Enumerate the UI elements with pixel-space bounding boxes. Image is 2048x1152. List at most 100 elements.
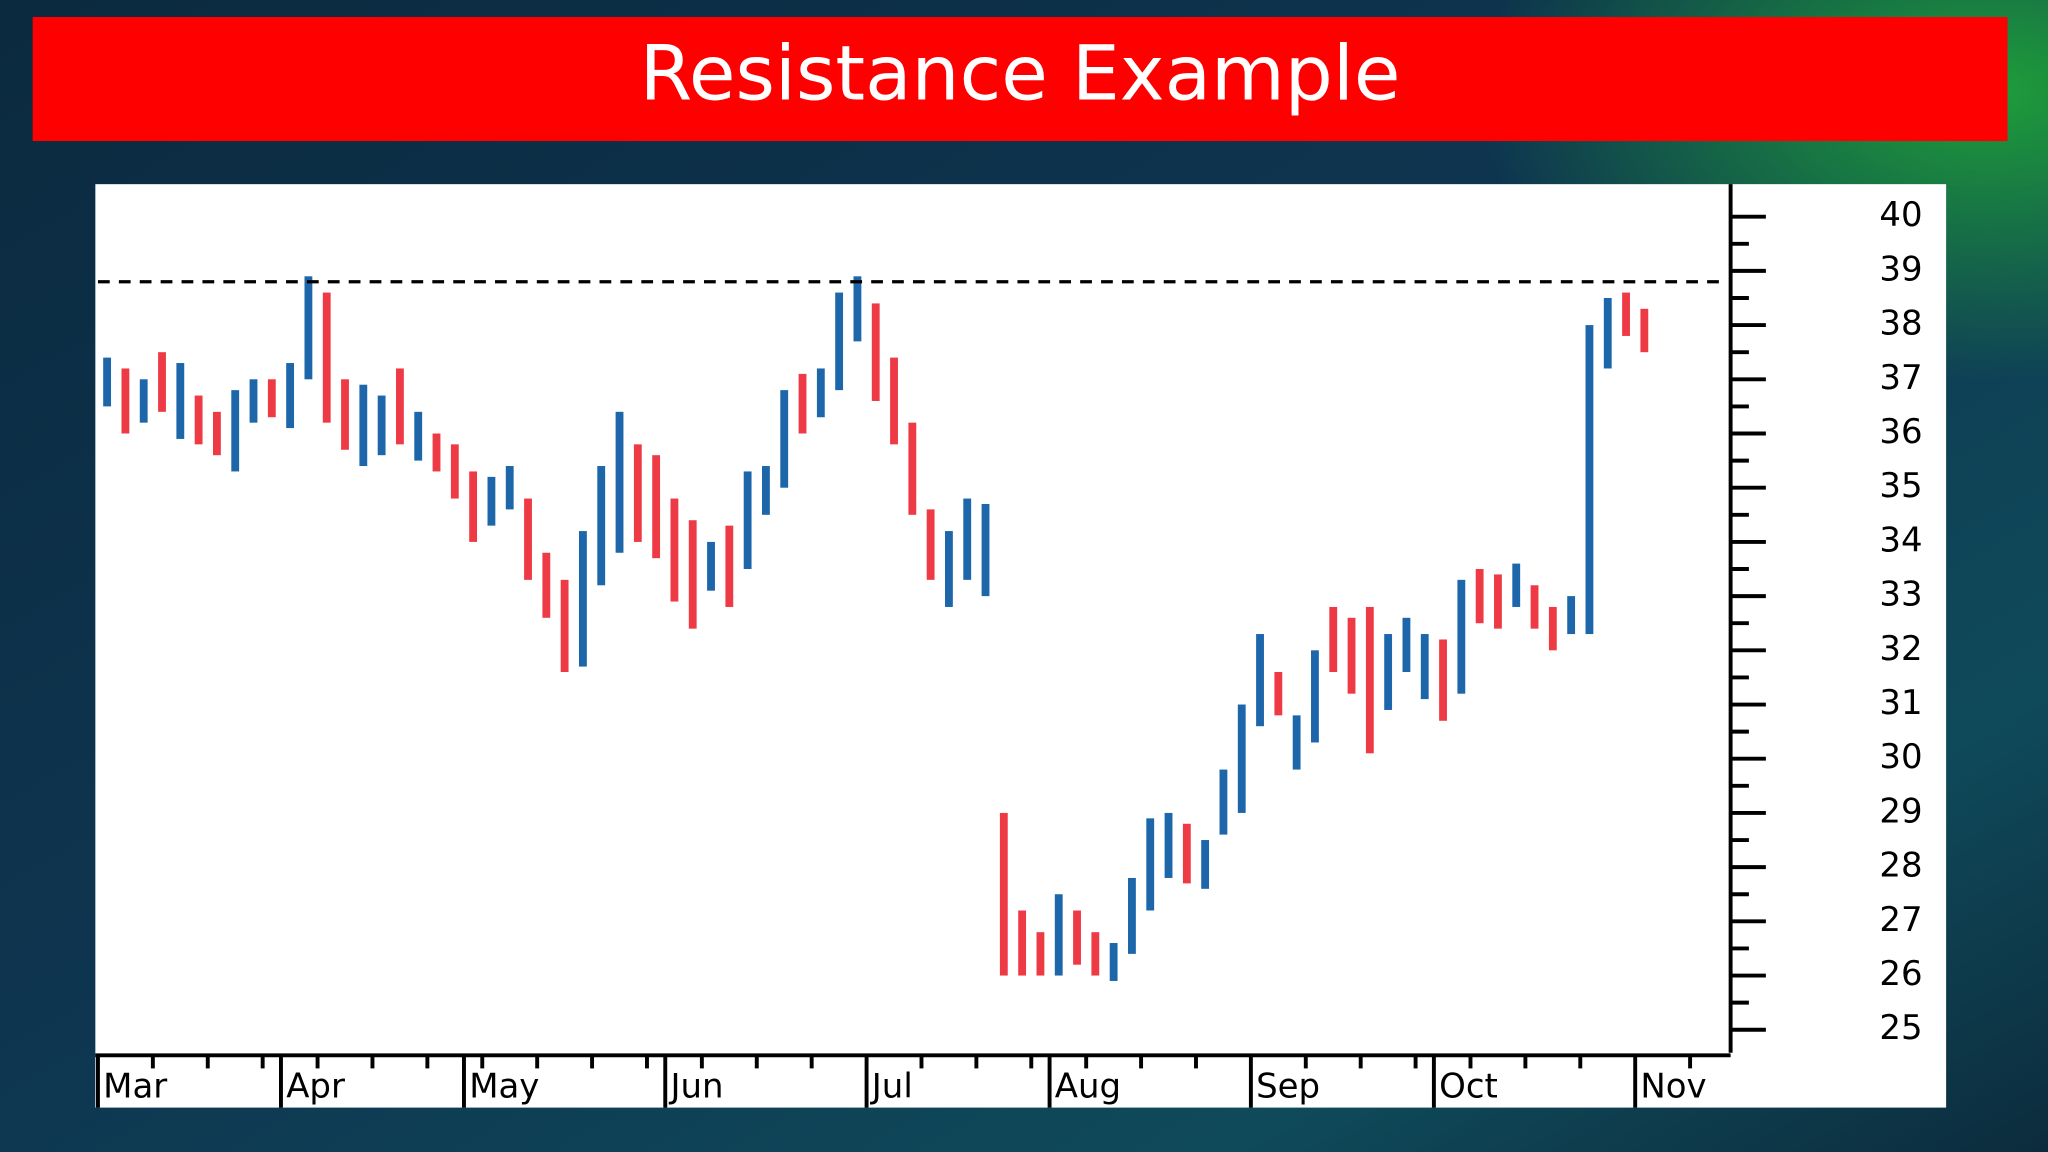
plot-area [97,276,1727,981]
price-bar [524,498,532,580]
price-bar [158,352,166,412]
x-axis: Mar Apr May Jun Jul Aug Sep Oct Nov [95,1055,1707,1108]
price-bar [450,444,459,499]
price-bar [1018,910,1027,976]
price-bar [1475,569,1484,624]
price-bar [615,411,624,553]
title-bar [32,16,2008,142]
price-bar [743,471,752,570]
price-bar [212,411,221,456]
price-bar [487,476,496,526]
price-bar [1329,606,1338,672]
y-tick-label: 26 [1879,954,1922,994]
price-bar [762,466,770,515]
price-bar [1073,910,1081,965]
price-bar [469,471,478,542]
x-tick-label: Jun [668,1067,723,1107]
price-bar [999,812,1008,976]
price-bar [1182,823,1191,884]
price-bar [926,509,935,580]
price-bar [1347,617,1356,694]
y-tick-label: 40 [1879,195,1922,235]
price-bar [1365,606,1374,754]
price-bar [1109,943,1118,981]
price-bar [816,368,825,418]
price-bar [707,541,715,591]
y-tick-label: 35 [1879,466,1922,506]
price-bar [249,379,258,423]
price-bar [194,395,203,445]
price-bar [1237,704,1246,813]
price-bar [377,395,386,456]
price-bar [1420,634,1429,700]
price-bar [505,466,514,510]
price-bar [359,384,368,467]
y-tick-label: 33 [1879,575,1922,615]
price-bar [1402,617,1411,672]
x-tick-label: Aug [1055,1067,1121,1107]
x-tick-label: Nov [1640,1067,1706,1107]
price-bar [1036,932,1045,976]
price-bar [414,411,423,461]
price-bar [1530,585,1539,629]
price-bar [688,520,697,629]
price-bar [560,579,569,672]
price-bar [945,531,953,607]
price-bar [231,390,240,472]
price-bar [890,357,898,445]
y-tick-label: 37 [1879,358,1922,398]
price-bar [1091,932,1100,976]
price-bar [1054,894,1063,976]
price-bar [322,292,331,423]
price-bar [432,433,441,472]
price-bar [1622,292,1630,336]
y-tick-label: 28 [1879,846,1922,886]
price-bar [1603,297,1612,369]
price-bar [1311,650,1319,743]
y-tick-label: 36 [1879,412,1922,452]
price-bar [579,531,587,667]
price-bar [267,379,276,418]
price-bar [1256,634,1264,727]
y-tick-label: 38 [1879,304,1922,344]
x-tick-label: Oct [1439,1067,1498,1107]
price-bar [981,503,990,597]
price-bar [652,455,661,559]
price-bar [853,276,862,342]
y-tick-label: 34 [1879,520,1922,560]
price-bar [1219,769,1228,835]
y-tick-label: 30 [1879,737,1922,777]
price-bar [286,363,295,429]
price-bar [670,498,679,602]
price-bar [1384,634,1393,710]
y-tick-label: 32 [1879,629,1922,669]
price-bar [780,390,789,488]
price-bar [1567,596,1576,635]
price-bar [725,525,734,607]
y-tick-label: 29 [1879,791,1922,831]
price-bar [798,373,807,434]
price-bar [176,363,185,439]
price-bar [1439,639,1447,721]
price-bar [1201,840,1210,889]
price-bar [341,379,349,450]
price-bar [1292,715,1301,770]
x-tick-label: Jul [870,1067,913,1107]
price-bar [304,276,313,380]
price-bar [1548,606,1557,651]
price-bar [103,357,112,407]
x-tick-label: Apr [286,1067,345,1107]
price-bar [1585,325,1594,635]
price-bar [121,368,130,434]
price-bar [542,552,551,618]
y-tick-label: 31 [1879,683,1922,723]
price-bar [1128,877,1136,954]
price-bar [1274,672,1283,716]
price-bar [139,379,148,423]
price-bar [871,303,880,401]
price-bar [1457,579,1466,694]
price-bar [908,422,917,515]
price-bar [633,444,642,542]
price-bar [395,368,404,445]
